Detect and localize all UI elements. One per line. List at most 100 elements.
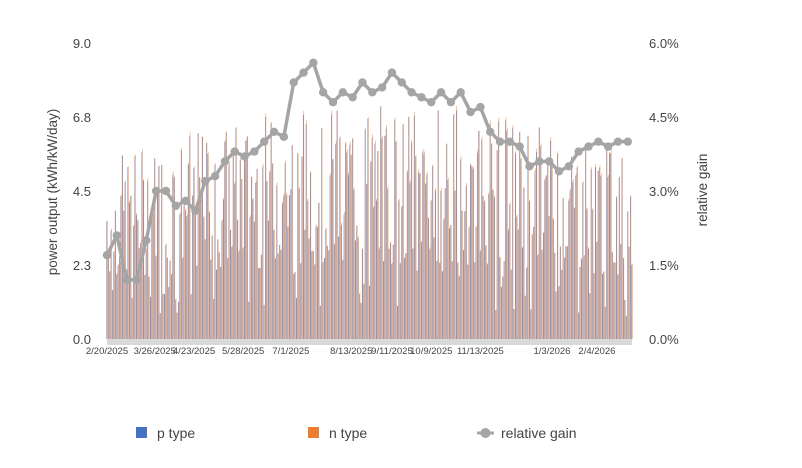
- relative-gain-point: [427, 98, 436, 107]
- p-type-bar: [479, 251, 481, 339]
- n-type-bar: [610, 149, 612, 339]
- p-type-bar: [242, 248, 244, 339]
- n-type-bar: [553, 218, 554, 339]
- legend: p type n type relative gain: [136, 425, 577, 441]
- p-type-bar: [231, 247, 232, 339]
- y-right-tick-label: 4.5%: [649, 110, 679, 125]
- p-type-bar: [498, 121, 499, 339]
- p-type-bar: [590, 169, 592, 339]
- n-type-bar: [413, 248, 414, 339]
- p-type-bar: [338, 236, 339, 339]
- p-type-bar: [120, 195, 122, 339]
- p-type-bar: [441, 271, 443, 339]
- relative-gain-point: [525, 162, 534, 171]
- n-type-bar: [483, 195, 484, 339]
- p-type-bar: [620, 244, 621, 339]
- n-type-bar: [125, 180, 126, 339]
- n-type-bar: [525, 295, 526, 339]
- n-type-bar: [495, 309, 497, 339]
- n-type-bar: [588, 247, 590, 339]
- p-type-bar: [134, 156, 136, 339]
- n-type-bar: [487, 263, 488, 339]
- p-type-bar: [443, 219, 444, 339]
- p-type-bar: [607, 177, 609, 339]
- p-type-bar: [190, 294, 192, 339]
- p-type-bar: [467, 265, 468, 339]
- p-type-bar: [164, 294, 165, 339]
- n-type-bar: [377, 151, 379, 339]
- p-type-bar: [283, 196, 284, 339]
- p-type-bar: [176, 312, 178, 339]
- p-type-bar: [552, 219, 554, 339]
- n-type-bar: [486, 245, 487, 339]
- n-type-bar: [276, 182, 278, 339]
- p-type-bar: [390, 242, 391, 339]
- n-type-bar: [504, 260, 505, 339]
- p-type-bar: [312, 251, 314, 339]
- n-type-bar: [410, 180, 411, 339]
- p-type-bar: [259, 267, 261, 339]
- n-type-bar: [507, 127, 508, 339]
- p-type-bar: [166, 257, 168, 339]
- n-type-bar: [497, 149, 498, 339]
- n-type-bar: [279, 244, 281, 339]
- p-type-bar: [537, 255, 538, 339]
- p-type-bar: [333, 244, 335, 339]
- n-type-bar: [168, 286, 170, 339]
- n-type-bar: [213, 298, 215, 339]
- n-type-bar: [432, 164, 434, 339]
- n-type-bar: [606, 142, 608, 339]
- p-type-bar: [350, 154, 352, 339]
- n-type-bar: [283, 193, 285, 339]
- n-type-bar: [252, 198, 254, 339]
- n-type-bar: [452, 260, 453, 339]
- n-type-bar: [516, 214, 518, 339]
- p-type-bar: [193, 168, 195, 339]
- p-type-bar: [281, 203, 283, 339]
- n-type-bar: [445, 188, 446, 339]
- n-type-bar: [463, 249, 465, 339]
- n-type-bar: [325, 227, 327, 339]
- y-axis-left-title: power output (kWh/kW/day): [45, 109, 60, 276]
- n-type-bar: [362, 248, 364, 339]
- p-type-bar: [156, 188, 158, 339]
- n-type-bar: [470, 163, 472, 339]
- p-type-bar: [514, 153, 516, 339]
- n-type-bar: [327, 245, 328, 339]
- n-type-bar: [335, 141, 337, 339]
- n-type-bar: [199, 176, 201, 339]
- n-type-bar: [544, 177, 546, 339]
- p-type-bar: [158, 165, 159, 339]
- n-type-bar: [167, 257, 168, 339]
- p-type-bar: [606, 145, 607, 339]
- p-type-bar: [197, 133, 199, 339]
- n-type-bar: [292, 144, 293, 339]
- p-type-bar: [169, 260, 171, 339]
- n-type-bar: [172, 171, 174, 339]
- n-type-bar: [299, 187, 300, 339]
- p-type-bar: [484, 201, 485, 339]
- n-type-bar: [296, 297, 298, 339]
- relative-gain-point: [407, 88, 416, 97]
- p-type-bar: [121, 155, 123, 339]
- n-type-bar: [493, 189, 494, 339]
- n-type-bar: [584, 255, 585, 339]
- p-type-bar: [382, 261, 384, 339]
- p-type-bar: [510, 269, 512, 339]
- n-type-bar: [189, 132, 191, 339]
- n-type-bar: [425, 183, 427, 339]
- p-type-bar: [434, 190, 436, 339]
- p-type-bar: [481, 139, 482, 339]
- p-type-bar: [555, 291, 557, 339]
- relative-gain-point: [476, 102, 485, 112]
- legend-label-relative-gain: relative gain: [501, 425, 577, 441]
- n-type-bar: [490, 120, 491, 339]
- p-type-bar: [499, 257, 501, 339]
- p-type-bar: [398, 200, 399, 339]
- n-type-bar: [175, 298, 177, 339]
- p-type-bar: [444, 188, 446, 339]
- n-type-bar: [598, 170, 599, 339]
- p-type-bar: [149, 297, 151, 339]
- n-type-bar: [237, 219, 239, 339]
- n-type-bar: [560, 246, 561, 339]
